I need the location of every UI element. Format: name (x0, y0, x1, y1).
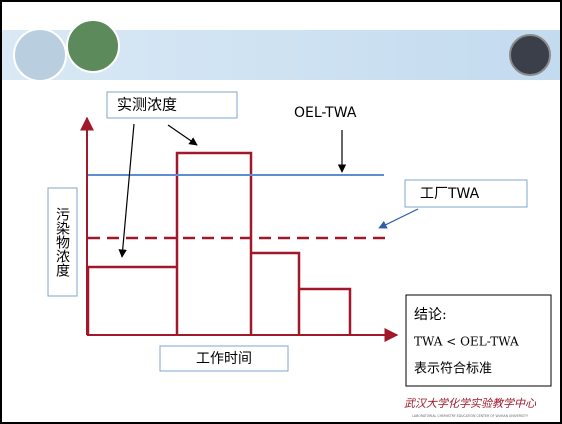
conclusion-line: TWA < OEL-TWA (414, 335, 519, 349)
conclusion-title: 结论: (414, 307, 447, 323)
logo-building (66, 19, 120, 73)
arrow (167, 124, 198, 146)
measured-box (106, 91, 238, 119)
conclusion-line: 表示符合标准 (414, 361, 492, 377)
factory-label: 工厂TWA (420, 186, 480, 202)
x-label-box (159, 345, 289, 372)
footer-name: 武汉大学化学实验教学中心 (404, 397, 537, 410)
conclusion-box (405, 294, 552, 387)
logo-left (13, 28, 67, 82)
arrow (378, 208, 419, 229)
y-axis-label: 污染物浓度 (54, 207, 70, 277)
x-axis-label: 工作时间 (196, 351, 252, 367)
measured-label: 实测浓度 (117, 96, 177, 114)
factory-box (404, 179, 528, 208)
footer-english: LABORATORIAL CHEMISTRY EDUCATION CENTER … (412, 414, 528, 418)
arrow (118, 123, 135, 258)
concentration-steps (86, 151, 352, 335)
logo-emblem (509, 34, 551, 76)
oel-label: OEL-TWA (294, 105, 357, 121)
y-label-box (47, 187, 78, 297)
